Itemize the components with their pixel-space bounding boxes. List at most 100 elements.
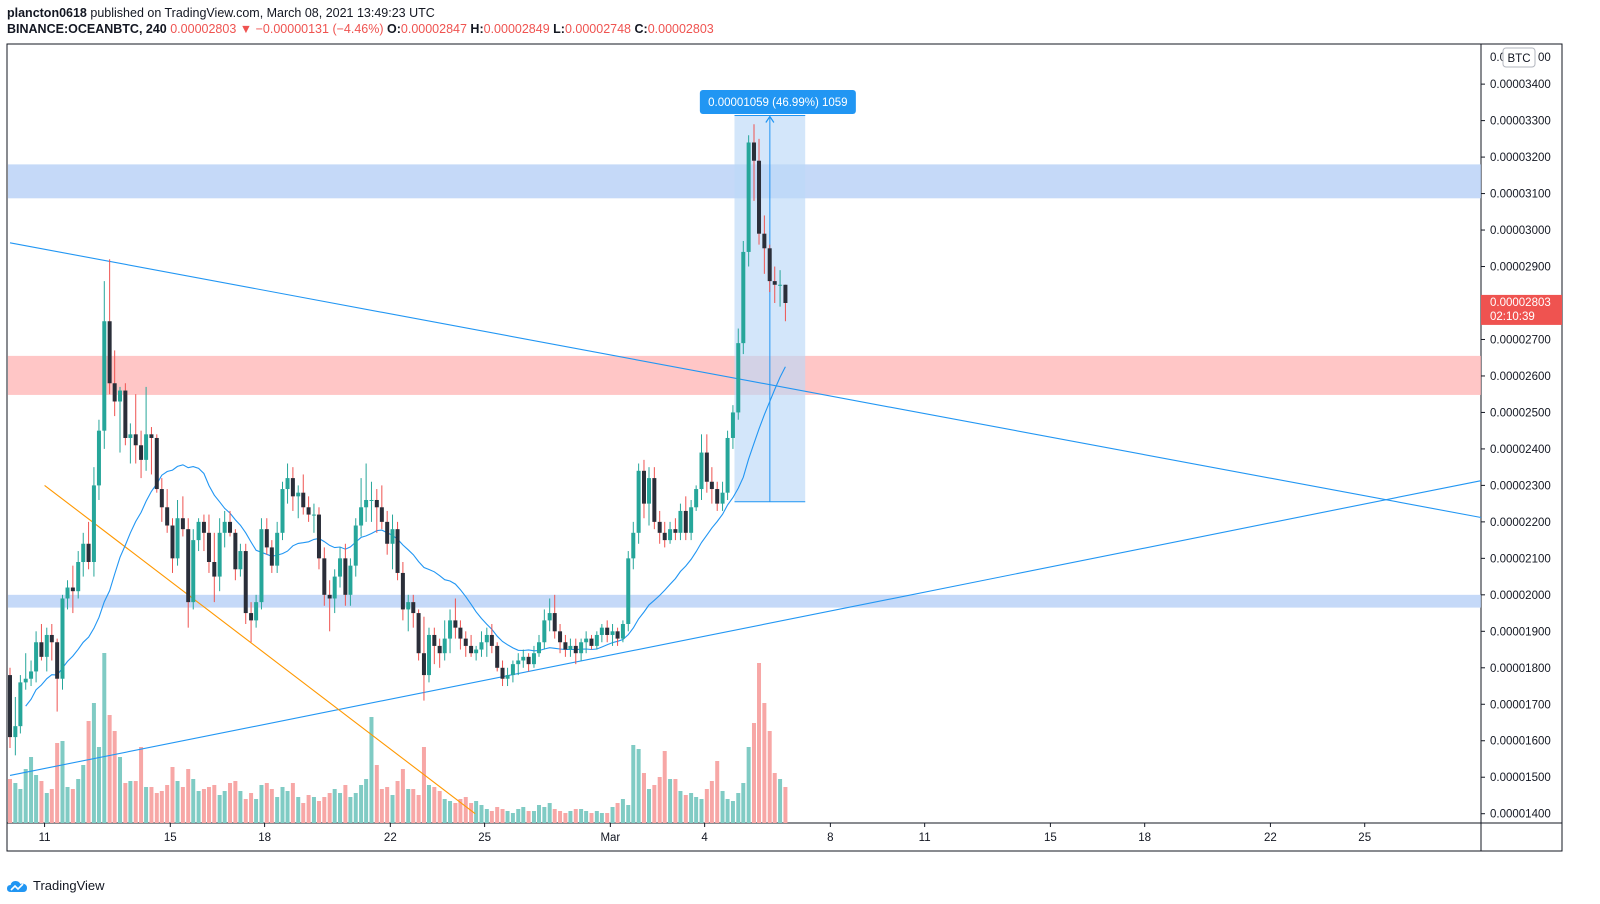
volume-bar	[678, 791, 683, 823]
candle-body	[442, 638, 447, 654]
candle-body	[437, 645, 442, 654]
candle	[437, 638, 442, 668]
volume-bar	[547, 803, 552, 823]
candle-body	[149, 434, 154, 438]
candle-body	[709, 481, 714, 490]
candle-body	[641, 470, 646, 504]
candle	[709, 467, 714, 504]
candle	[772, 266, 777, 303]
candle-body	[673, 529, 678, 533]
candle	[500, 660, 505, 687]
candle-body	[102, 321, 107, 431]
measure-arrow-head	[765, 115, 775, 123]
volume-bar	[175, 781, 180, 823]
currency-label: BTC	[1508, 53, 1531, 65]
volume-bar	[453, 803, 458, 823]
price-tick-label: 0.00003100	[1490, 189, 1551, 201]
candle	[228, 510, 233, 537]
candle-body	[86, 543, 91, 562]
volume-bar	[165, 785, 170, 823]
candle	[432, 627, 437, 665]
volume-bar	[741, 783, 746, 823]
time-tick-label: 4	[701, 832, 708, 844]
volume-bar	[191, 779, 196, 823]
candle	[201, 514, 206, 552]
candle-body	[778, 284, 783, 286]
candle-body	[715, 489, 720, 504]
candle-body	[579, 642, 584, 654]
candle	[327, 580, 332, 632]
down-arrow-icon: ▼	[239, 22, 253, 36]
candle-body	[620, 624, 625, 639]
price-tick-label: 0.00003200	[1490, 152, 1551, 164]
volume-bar	[762, 703, 767, 823]
volume-bar	[29, 757, 34, 823]
candle	[568, 638, 573, 657]
candle	[469, 634, 474, 657]
candle	[442, 620, 447, 661]
price-tick-label: 0.00001900	[1490, 626, 1551, 638]
volume-bar	[531, 811, 536, 823]
candle	[778, 270, 783, 307]
candle	[259, 518, 264, 610]
volume-bar	[96, 747, 101, 823]
volume-bar	[599, 813, 604, 823]
symbol-name: BINANCE:OCEANBTC, 240	[7, 22, 167, 36]
volume-bar	[484, 809, 489, 823]
candle-body	[306, 507, 311, 515]
volume-bar	[118, 757, 123, 823]
volume-bar	[123, 783, 128, 823]
candle	[552, 594, 557, 639]
volume-bar	[39, 781, 44, 823]
candle-body	[254, 602, 259, 621]
candle-body	[469, 645, 474, 654]
volume-bar	[149, 787, 154, 823]
candle	[159, 478, 164, 522]
candle	[657, 510, 662, 544]
candle-body	[505, 675, 510, 679]
volume-bar	[594, 811, 599, 823]
volume-bar	[180, 787, 185, 823]
candle-body	[238, 551, 243, 570]
candle	[416, 609, 421, 661]
time-tick-label: 22	[384, 832, 397, 844]
tradingview-logo[interactable]: TradingView	[7, 878, 105, 893]
candle	[238, 543, 243, 577]
candle	[269, 540, 274, 573]
candle-body	[489, 634, 494, 646]
volume-bar	[269, 789, 274, 823]
candle	[757, 138, 762, 245]
volume-bar	[102, 653, 107, 823]
candle	[767, 244, 772, 293]
volume-bar	[206, 787, 211, 823]
candle	[631, 521, 636, 570]
volume-bar	[280, 787, 285, 823]
time-tick-label: 25	[1358, 832, 1371, 844]
volume-bar	[704, 789, 709, 823]
time-tick-label: 18	[1138, 832, 1151, 844]
price-tick-label: 0.00002400	[1490, 444, 1551, 456]
candle	[484, 627, 489, 657]
candle-body	[563, 642, 568, 650]
candle-body	[359, 507, 364, 526]
candle	[395, 521, 400, 581]
candle-body	[479, 642, 484, 650]
price-tick-label: 0.00001600	[1490, 736, 1551, 748]
price-tick-label: 0.00002600	[1490, 371, 1551, 383]
measure-label-box	[699, 90, 856, 114]
candle	[516, 653, 521, 676]
candle-body	[662, 532, 667, 541]
publish-info: plancton0618 published on TradingView.co…	[7, 5, 435, 21]
candle-body	[338, 558, 343, 577]
candle	[65, 580, 70, 610]
volume-bar	[159, 791, 164, 823]
candle	[678, 503, 683, 541]
candle	[212, 532, 217, 603]
volume-bar	[573, 809, 578, 823]
candle-body	[217, 532, 222, 577]
volume-bar	[558, 811, 563, 823]
candle	[662, 521, 667, 548]
author-name[interactable]: plancton0618	[7, 6, 87, 20]
last-price: 0.00002803	[170, 22, 237, 36]
